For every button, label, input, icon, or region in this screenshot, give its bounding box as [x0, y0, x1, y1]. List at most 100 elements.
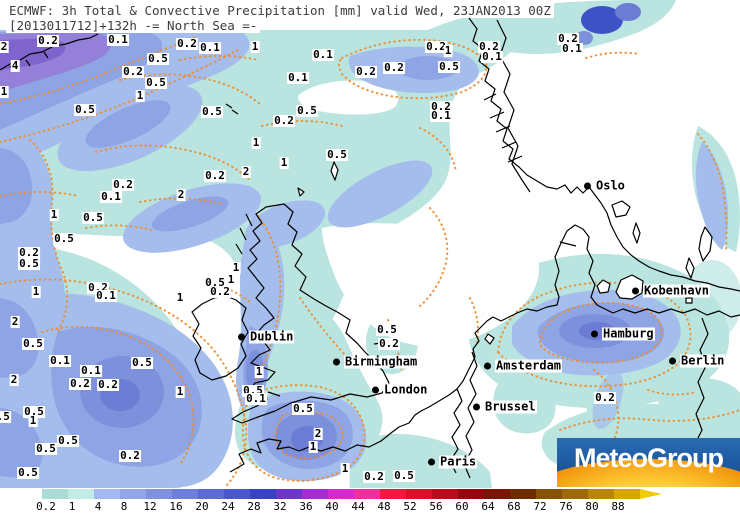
color-scale-tick: 44	[351, 500, 365, 513]
precip-value-label: 0.5	[393, 469, 415, 482]
precip-value-label: 0.5	[22, 337, 44, 350]
precip-value-label: 0.1	[245, 392, 267, 405]
color-scale-segment	[120, 489, 146, 499]
city-marker-hamburg: Hamburg	[591, 327, 655, 341]
precip-value-label: 0.2	[378, 337, 400, 350]
precip-value-label: 2	[313, 427, 323, 440]
precip-value-label: 0.5	[82, 211, 104, 224]
city-marker-london: London	[372, 382, 429, 397]
precip-value-label: 1	[250, 40, 260, 53]
color-scale-segment	[276, 489, 302, 499]
precip-value-label: 0.5	[23, 405, 45, 418]
precip-value-label: 0.5	[145, 76, 167, 89]
color-scale-segment	[380, 489, 406, 499]
precip-value-label: 0.2	[122, 65, 144, 78]
precip-value-label: 1	[135, 89, 145, 102]
precip-value-label: 2	[241, 165, 251, 178]
color-scale-tick: 48	[377, 500, 391, 513]
meteogroup-logo: MeteoGroup	[557, 438, 740, 487]
color-scale-tick: 76	[559, 500, 573, 513]
precip-value-label: 0.5	[74, 103, 96, 116]
precip-value-label: 0.2	[18, 246, 40, 259]
city-marker-amsterdam: Amsterdam	[484, 358, 563, 373]
precip-value-label: 0.2	[273, 114, 295, 127]
color-scale-segment	[354, 489, 380, 499]
precip-value-label: 0.5	[296, 104, 318, 117]
city-label: Birmingham	[344, 354, 419, 369]
precip-value-label: 0.1	[287, 71, 309, 84]
color-scale-segment	[536, 489, 562, 499]
color-scale-tick: 36	[299, 500, 313, 513]
city-dot-icon	[669, 357, 676, 365]
color-scale-tick: 8	[120, 500, 128, 513]
city-marker-kobenhavn: Kobenhavn	[632, 284, 711, 298]
color-scale-tick: 88	[611, 500, 625, 513]
color-scale-segment	[94, 489, 120, 499]
precip-value-label: 2	[0, 40, 9, 53]
product-subtitle: [2013011712]+132h -= North Sea =-	[6, 18, 261, 33]
city-dot-icon	[632, 287, 639, 295]
precip-value-label: 0.2	[112, 178, 134, 191]
precip-value-label: 0.1	[561, 42, 583, 55]
precip-color-scale	[42, 489, 662, 499]
color-scale-segment	[224, 489, 250, 499]
precip-value-label: 0.5	[147, 52, 169, 65]
color-scale-tick: 12	[143, 500, 157, 513]
city-label: London	[383, 382, 429, 397]
precip-value-label: 0.2	[478, 40, 500, 53]
precip-value-label: 0.5	[131, 356, 153, 369]
precip-value-label: 1	[340, 462, 350, 475]
precip-value-label: 0.5	[17, 466, 39, 479]
precip-value-label: 1	[226, 273, 236, 286]
color-scale-segment	[198, 489, 224, 499]
color-scale-tick: 64	[481, 500, 495, 513]
precip-value-label: 1	[28, 414, 38, 427]
precip-value-label: 0.5	[326, 148, 348, 161]
precip-value-label: 0.2	[204, 169, 226, 182]
color-scale-tick: 1	[68, 500, 76, 513]
color-scale-segment	[172, 489, 198, 499]
precip-value-label: 0.5	[201, 105, 223, 118]
city-marker-dublin: Dublin	[238, 330, 295, 344]
color-scale-segment	[614, 489, 640, 499]
color-scale-tick: 52	[403, 500, 417, 513]
city-dot-icon	[238, 333, 245, 341]
precip-value-label: 1	[175, 385, 185, 398]
precip-value-label: 0.1	[430, 109, 452, 122]
color-scale-segment	[458, 489, 484, 499]
precip-value-label: 0.5	[0, 411, 11, 423]
precip-value-label: 0.2	[176, 37, 198, 50]
precip-value-label: 0.2	[37, 34, 59, 47]
map-header: ECMWF: 3h Total & Convective Precipitati…	[6, 3, 554, 33]
color-scale-tick: 80	[585, 500, 599, 513]
color-scale-tick: 32	[273, 500, 287, 513]
precip-value-label: 0.1	[80, 364, 102, 377]
precip-value-label: 0.2	[209, 285, 231, 298]
precip-value-label: 0.1	[199, 41, 221, 54]
city-dot-icon	[428, 458, 435, 466]
city-label: Berlin	[680, 353, 726, 368]
logo-swoosh	[557, 459, 740, 487]
color-scale-tick: 68	[507, 500, 521, 513]
color-scale-segment	[484, 489, 510, 499]
precip-value-label: 0.2	[594, 391, 616, 404]
city-dot-icon	[584, 182, 591, 190]
color-scale-segment	[432, 489, 458, 499]
precip-value-label: 0.5	[18, 257, 40, 270]
precip-value-label: 0.2	[363, 470, 385, 483]
city-label: Amsterdam	[495, 358, 563, 373]
precip-value-label: 0.5	[57, 434, 79, 447]
precip-value-label: 1	[175, 291, 185, 304]
precip-value-label: 0.2	[355, 65, 377, 78]
precip-value-label: 1	[279, 156, 289, 169]
precip-value-label: 0.1	[107, 33, 129, 46]
precip-value-label: 0.2	[119, 449, 141, 462]
precip-value-label: 0.1	[312, 48, 334, 61]
precip-value-label: 2	[10, 315, 20, 328]
city-dot-icon	[473, 403, 480, 411]
precip-value-label: 4	[10, 59, 20, 72]
color-scale-tick: 16	[169, 500, 183, 513]
precip-value-label: 0.2	[557, 32, 579, 45]
precip-value-label: 0.2	[383, 61, 405, 74]
